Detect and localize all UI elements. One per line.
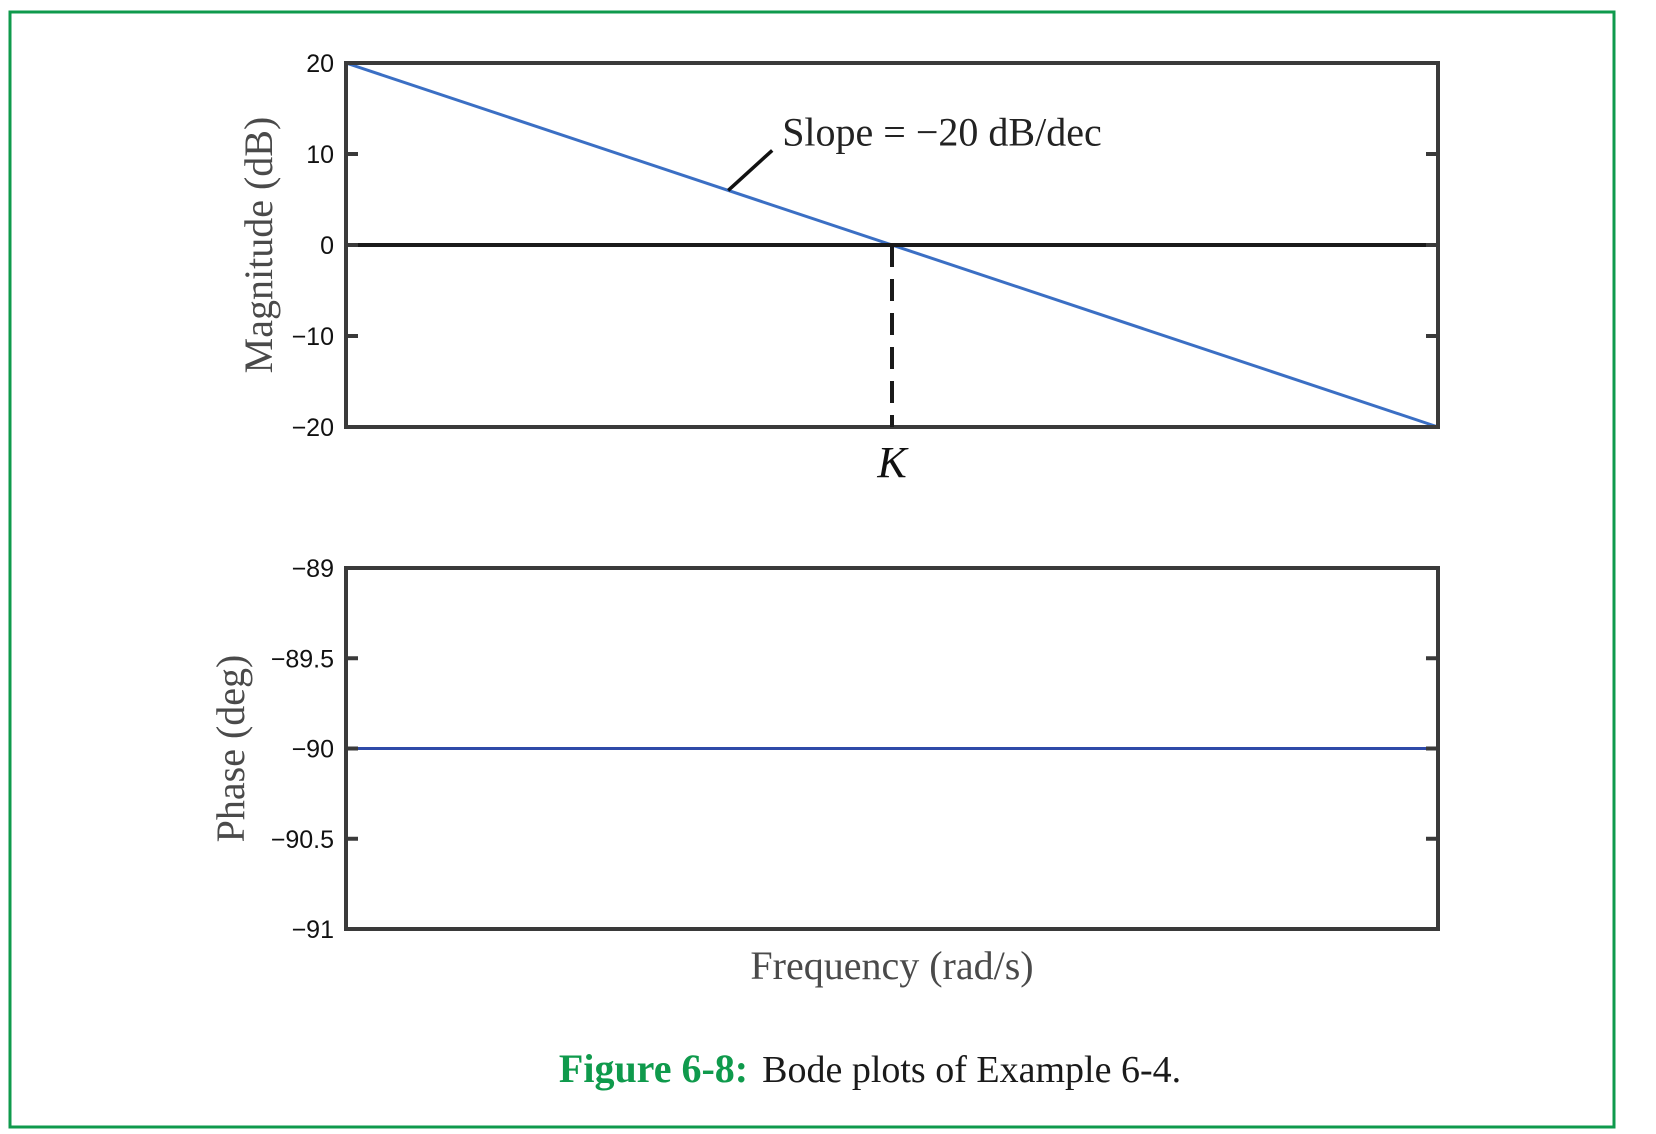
- figure-border: [8, 10, 1616, 1129]
- phase-axes-frame: [344, 566, 1440, 931]
- magnitude-plot: 20 10 0 −10 −20 Slope = −20 dB/dec K Magnitu…: [236, 50, 1440, 487]
- magnitude-tick-labels: 20 10 0 −10 −20: [292, 50, 334, 442]
- ph-tick-label-0: −89: [292, 555, 334, 583]
- slope-leader-line: [727, 149, 774, 192]
- mag-tick-label-0: 20: [306, 50, 334, 78]
- mag-tick-label-4: −20: [292, 414, 334, 442]
- caption-text: Bode plots of Example 6-4.: [762, 1049, 1181, 1091]
- figure-caption: Figure 6-8: Bode plots of Example 6-4.: [559, 1046, 1181, 1091]
- mag-tick-label-1: 10: [306, 141, 334, 169]
- caption-label: Figure 6-8:: [559, 1046, 748, 1091]
- phase-tick-labels: −89 −89.5 −90 −90.5 −91: [271, 555, 334, 944]
- phase-y-axis-label: Phase (deg): [208, 655, 253, 843]
- crossover-label-k: K: [876, 438, 909, 487]
- frequency-x-axis-label: Frequency (rad/s): [750, 943, 1033, 988]
- ph-tick-label-3: −90.5: [271, 826, 334, 854]
- mag-tick-label-2: 0: [320, 232, 334, 260]
- mag-tick-label-3: −10: [292, 323, 334, 351]
- ph-tick-label-1: −89.5: [271, 645, 334, 673]
- slope-annotation: Slope = −20 dB/dec: [782, 109, 1102, 154]
- magnitude-y-axis-label: Magnitude (dB): [236, 117, 281, 374]
- phase-plot: −89 −89.5 −90 −90.5 −91 Phase (deg) Frequenc…: [208, 555, 1440, 988]
- ph-tick-label-2: −90: [292, 736, 334, 764]
- ph-tick-label-4: −91: [292, 916, 334, 944]
